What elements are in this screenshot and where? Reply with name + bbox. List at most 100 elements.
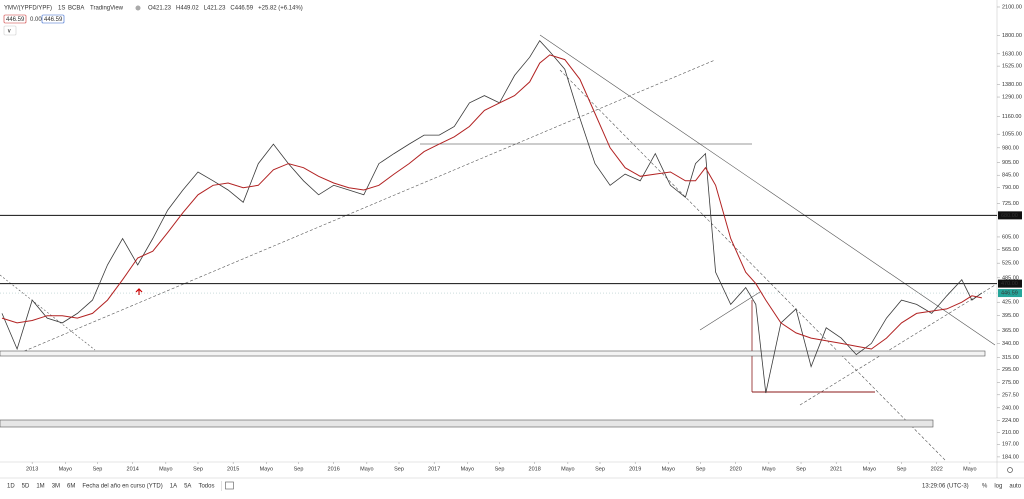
range-button[interactable]: Fecha del año en curso (YTD) (82, 484, 162, 490)
trend-line (539, 34, 996, 346)
x-tick-label: Sep (696, 466, 706, 472)
scale-option[interactable]: auto (1009, 484, 1021, 490)
x-tick-label: Sep (394, 466, 404, 472)
y-tick-label: 790.00 (1002, 185, 1019, 191)
price-label: 446.59 (1001, 291, 1018, 297)
x-tick-label: 2013 (26, 466, 38, 472)
trend-line (14, 59, 716, 356)
symbol[interactable]: YMV/(YPFD/YPF) (4, 6, 52, 12)
y-tick-label: 485.00 (1002, 275, 1019, 281)
range-button[interactable]: 5D (22, 484, 30, 490)
range-button[interactable]: Todos (198, 484, 214, 490)
sell-quote: 446.59 (6, 17, 25, 23)
x-tick-label: Sep (193, 466, 203, 472)
y-tick-label: 210.00 (1002, 430, 1019, 436)
price-line (1, 54, 983, 350)
x-tick-label: Mayo (762, 466, 775, 472)
trend-line (799, 284, 996, 406)
range-button[interactable]: 1A (170, 484, 177, 490)
collapse-icon: ∨ (7, 29, 11, 35)
y-tick-label: 980.00 (1002, 145, 1019, 151)
price-label-box (998, 279, 1022, 288)
x-tick-label: 2022 (931, 466, 943, 472)
ohlc: O421.23 H449.02 L421.23 C446.59 +25.82 (+6.1… (148, 6, 303, 12)
range-button[interactable]: 5A (184, 484, 191, 490)
price-label: 470.00 (1001, 281, 1018, 287)
sell-box[interactable] (3, 14, 27, 24)
y-tick-label: 240.00 (1002, 405, 1019, 411)
collapse-button[interactable] (3, 25, 17, 36)
y-tick-label: 1525.00 (1002, 64, 1022, 70)
x-tick-label: Mayo (662, 466, 675, 472)
range-button[interactable]: 1D (7, 484, 15, 490)
ohlc-value: H449.02 (176, 6, 199, 12)
y-tick-label: 184.00 (1002, 454, 1019, 460)
x-tick-label: Mayo (863, 466, 876, 472)
trend-line (699, 291, 761, 331)
y-tick-label: 525.00 (1002, 261, 1019, 267)
scale-option[interactable]: % (982, 484, 988, 490)
buy-box[interactable] (41, 14, 65, 24)
interval[interactable]: 1S (58, 6, 65, 12)
x-tick-label: Sep (897, 466, 907, 472)
y-tick-label: 425.00 (1002, 300, 1019, 306)
y-tick-label: 365.00 (1002, 328, 1019, 334)
y-tick-label: 295.00 (1002, 367, 1019, 373)
price-label-box (998, 289, 1022, 298)
y-tick-label: 2100.00 (1002, 4, 1022, 10)
x-tick-label: 2019 (629, 466, 641, 472)
status-dot (135, 5, 141, 11)
source: TradingView (90, 6, 124, 12)
trend-line (559, 69, 946, 461)
toolbar: 1D 5D 1M 3M 6M Fecha del año en curso (YTD) 1A… (7, 481, 1022, 491)
ohlc-value: L421.23 (204, 6, 226, 12)
clock: 13:29:06 (UTC-3) (922, 484, 969, 490)
x-tick-label: 2021 (830, 466, 842, 472)
settings-icon[interactable] (1007, 467, 1013, 473)
arrow-marker (135, 288, 143, 295)
x-tick-label: Mayo (59, 466, 72, 472)
x-tick-label: 2014 (127, 466, 139, 472)
spread: 0.00 (30, 17, 42, 23)
ohlc-value: +25.82 (+6.14%) (258, 6, 303, 12)
plot: 2100.00 1800.00 1630.00 1525.00 1380.00 1290.… (0, 4, 1022, 472)
x-tick-label: Mayo (159, 466, 172, 472)
y-tick-label: 395.00 (1002, 313, 1019, 319)
y-tick-label: 1160.00 (1002, 114, 1021, 120)
y-tick-label: 1380.00 (1002, 82, 1022, 88)
zone-box (0, 419, 934, 428)
x-tick-label: Mayo (561, 466, 574, 472)
x-tick-label: 2018 (529, 466, 541, 472)
x-tick-label: Mayo (963, 466, 976, 472)
y-tick-label: 565.00 (1002, 247, 1019, 253)
y-tick-label: 605.00 (1002, 234, 1019, 240)
y-tick-label: 340.00 (1002, 341, 1019, 347)
y-tick-label: 905.00 (1002, 160, 1019, 166)
scale-option[interactable]: log (994, 484, 1002, 490)
x-tick-label: Sep (294, 466, 304, 472)
ohlc-value: C446.59 (230, 6, 253, 12)
y-tick-label: 1055.00 (1002, 132, 1022, 138)
x-tick-label: 2020 (730, 466, 742, 472)
range-button[interactable]: 3M (52, 484, 60, 490)
zone-box (0, 350, 986, 357)
y-tick-label: 315.00 (1002, 355, 1019, 361)
x-tick-label: Sep (796, 466, 806, 472)
x-tick-label: Sep (495, 466, 505, 472)
range-button[interactable]: 1M (36, 484, 44, 490)
y-tick-label: 275.00 (1002, 380, 1019, 386)
buy-quote: 446.59 (44, 17, 63, 23)
x-tick-label: Mayo (461, 466, 474, 472)
drawings (0, 34, 996, 461)
x-tick-label: 2017 (428, 466, 440, 472)
date-range-icon[interactable] (225, 481, 234, 490)
price-label: 680.00 (1001, 213, 1018, 219)
price-line (1, 40, 983, 394)
y-tick-label: 257.50 (1002, 392, 1019, 398)
y-tick-label: 224.00 (1002, 418, 1019, 424)
exchange: BCBA (68, 6, 84, 12)
range-button[interactable]: 6M (67, 484, 75, 490)
